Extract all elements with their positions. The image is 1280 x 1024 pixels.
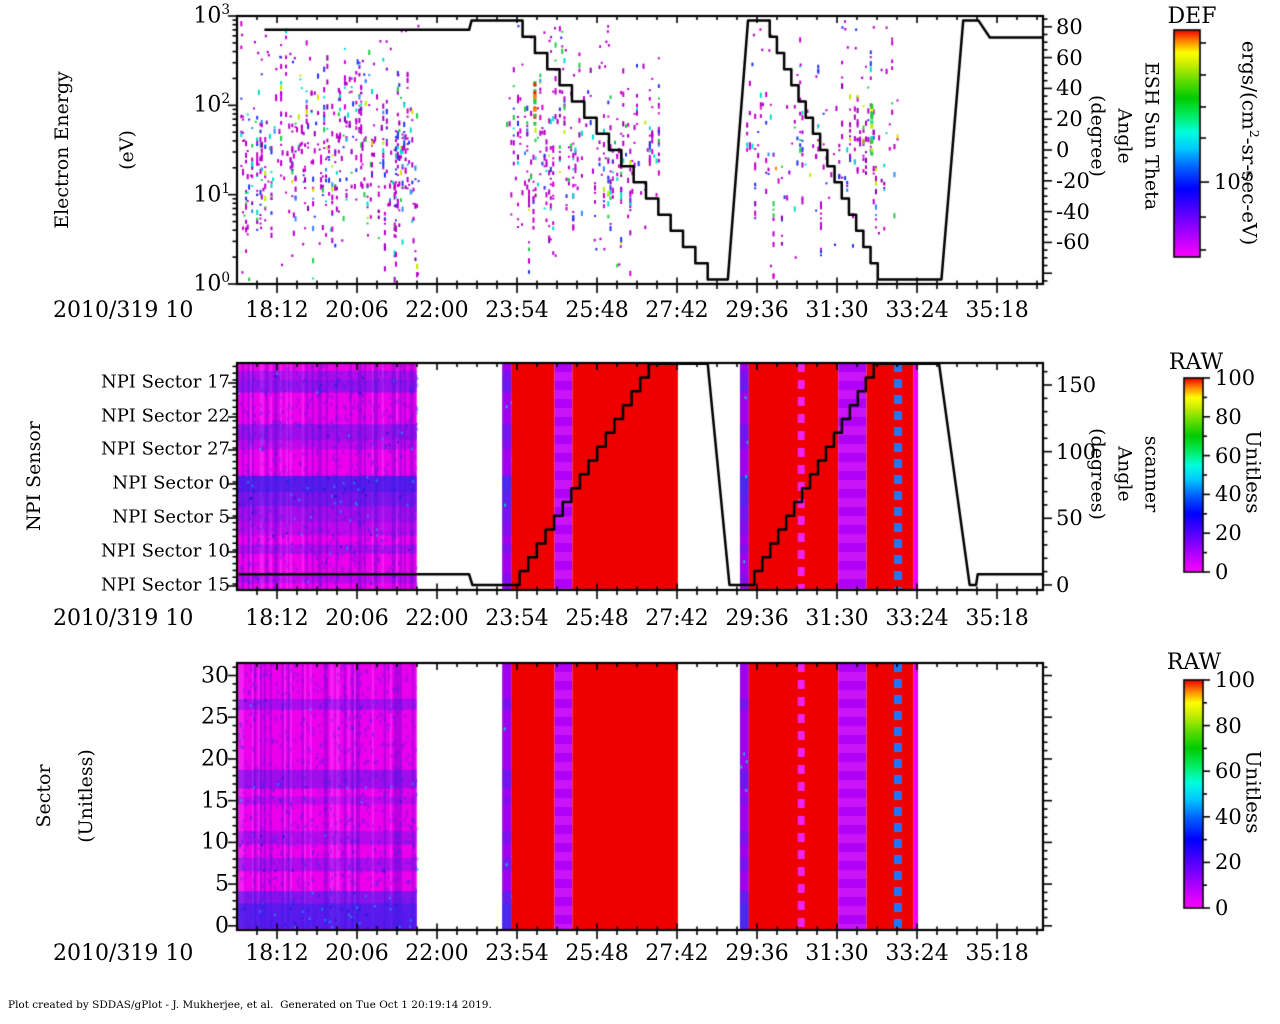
sector-raw-colorbar-tick-label: 60 (1215, 759, 1242, 784)
npi-sensor-raw-x-tick-label: 27:42 (645, 606, 709, 631)
npi-sensor-raw-x-tick-label: 25:48 (565, 606, 629, 631)
npi-sensor-raw-sector-label: NPI Sector 17 (100, 371, 230, 393)
npi-sensor-raw-x-tick-label: 31:30 (805, 606, 869, 631)
sector-raw-y-tick-label: 25 (201, 704, 229, 730)
electron-energy-spectrogram-x-tick-label: 29:36 (725, 298, 789, 323)
npi-sensor-raw-right-tick-label: 100 (1056, 439, 1097, 464)
electron-energy-spectrogram-x-tick-label: 25:48 (565, 298, 629, 323)
npi-sensor-raw-colorbar-tick-label: 40 (1215, 482, 1242, 507)
sector-raw-x-tick-label: 35:18 (965, 941, 1029, 966)
sector-raw-y-tick-label: 10 (201, 829, 229, 855)
sector-raw-x-tick-label: 20:06 (325, 941, 389, 966)
electron-energy-spectrogram-right-tick-label: 40 (1056, 76, 1083, 101)
npi-sensor-raw-x-tick-label: 22:00 (405, 606, 469, 631)
npi-sensor-raw-right-tick-label: 50 (1056, 506, 1083, 531)
sector-raw-x-tick-label: 29:36 (725, 941, 789, 966)
electron-energy-spectrogram-colorbar-unit-label: ergs/(cm2-sr-sec-eV) (1237, 40, 1263, 246)
electron-energy-spectrogram-y-tick-label: 102 (193, 91, 230, 118)
npi-sensor-raw-colorbar-tick-label: 20 (1215, 521, 1242, 546)
sector-raw-x-tick-label: 22:00 (405, 941, 469, 966)
npi-sensor-raw-x-tick-label: 35:18 (965, 606, 1029, 631)
npi-sensor-raw-colorbar-tick-label: 60 (1215, 443, 1242, 468)
npi-sensor-raw-x-tick-label: 18:12 (245, 606, 309, 631)
sector-raw-x-tick-label: 18:12 (245, 941, 309, 966)
electron-energy-spectrogram-y-tick-label: 101 (193, 180, 230, 208)
npi-sensor-raw-colorbar-title: RAW (1168, 350, 1224, 375)
npi-sensor-raw-colorbar-tick-label: 100 (1215, 365, 1256, 390)
sector-raw-left-axis-title: (Unitless) (75, 749, 98, 843)
electron-energy-spectrogram-right-tick-label: 80 (1056, 14, 1083, 39)
electron-energy-spectrogram-left-axis-title: (eV) (116, 130, 139, 170)
npi-sensor-raw-sector-label: NPI Sector 27 (100, 438, 230, 460)
electron-energy-spectrogram-right-tick-label: -20 (1056, 168, 1090, 193)
footer-credit: Plot created by SDDAS/gPlot - J. Mukherj… (8, 999, 492, 1011)
npi-sensor-raw-x-tick-label: 20:06 (325, 606, 389, 631)
sector-raw-colorbar-unit-label: Unitless (1241, 750, 1266, 834)
electron-energy-spectrogram-colorbar-title: DEF (1167, 4, 1217, 29)
sector-raw-x-tick-label: 27:42 (645, 941, 709, 966)
npi-sensor-raw-x-tick-label: 33:24 (885, 606, 949, 631)
sector-raw-y-tick-label: 15 (201, 788, 229, 814)
electron-energy-spectrogram-x-tick-label: 35:18 (965, 298, 1029, 323)
sector-raw-colorbar-tick-label: 0 (1215, 895, 1229, 920)
npi-sensor-raw-colorbar-tick-label: 80 (1215, 404, 1242, 429)
npi-sensor-raw-sector-label: NPI Sector 15 (100, 574, 230, 596)
electron-energy-spectrogram-right-tick-label: 0 (1056, 137, 1070, 162)
sector-raw-x-tick-label: 23:54 (485, 941, 549, 966)
sector-raw-y-tick-label: 30 (201, 662, 229, 688)
electron-energy-spectrogram-x-tick-label: 22:00 (405, 298, 469, 323)
sector-raw-left-axis-title: Sector (33, 764, 56, 828)
npi-sensor-raw-right-tick-label: 0 (1056, 572, 1070, 597)
npi-sensor-raw-sector-label: NPI Sector 5 (112, 506, 230, 528)
npi-sensor-raw-colorbar-tick-label: 0 (1215, 559, 1229, 584)
npi-sensor-raw-sector-label: NPI Sector 10 (100, 540, 230, 562)
sector-raw-y-tick-label: 20 (201, 746, 229, 772)
sector-raw-colorbar-tick-label: 100 (1215, 667, 1256, 692)
electron-energy-spectrogram-x-tick-label: 27:42 (645, 298, 709, 323)
electron-energy-spectrogram-x-tick-label: 31:30 (805, 298, 869, 323)
npi-sensor-raw-sector-label: NPI Sector 22 (100, 405, 230, 427)
sector-raw-colorbar-tick-label: 80 (1215, 713, 1242, 738)
electron-energy-spectrogram-date-label: 2010/319 10 (53, 298, 194, 323)
npi-sensor-raw-x-tick-label: 29:36 (725, 606, 789, 631)
sector-raw-y-tick-label: 0 (215, 913, 229, 939)
electron-energy-spectrogram-x-tick-label: 20:06 (325, 298, 389, 323)
sector-raw-x-tick-label: 31:30 (805, 941, 869, 966)
electron-energy-spectrogram-right-tick-label: 20 (1056, 107, 1083, 132)
electron-energy-spectrogram-right-axis-title: ESH Sun Theta Angle (degree) (1086, 61, 1163, 211)
sector-raw-colorbar-tick-label: 20 (1215, 850, 1242, 875)
electron-energy-spectrogram-right-tick-label: -40 (1056, 199, 1090, 224)
npi-sensor-raw-right-axis-title: scanner Angle (degrees) (1086, 428, 1163, 520)
sector-raw-date-label: 2010/319 10 (53, 941, 194, 966)
npi-sensor-raw-date-label: 2010/319 10 (53, 606, 194, 631)
npi-sensor-raw-left-axis-title: NPI Sensor (23, 421, 46, 531)
npi-sensor-raw-sector-label: NPI Sector 0 (112, 472, 230, 494)
sector-raw-y-tick-label: 5 (215, 871, 229, 897)
electron-energy-spectrogram-left-axis-title: Electron Energy (51, 71, 74, 229)
sector-raw-x-tick-label: 25:48 (565, 941, 629, 966)
electron-energy-spectrogram-colorbar-tick-label: 10-5 (1214, 170, 1254, 195)
sector-raw-colorbar-title: RAW (1166, 650, 1222, 675)
electron-energy-spectrogram-x-tick-label: 23:54 (485, 298, 549, 323)
npi-sensor-raw-x-tick-label: 23:54 (485, 606, 549, 631)
sector-raw-colorbar-tick-label: 40 (1215, 804, 1242, 829)
electron-energy-spectrogram-right-tick-label: 60 (1056, 45, 1083, 70)
electron-energy-spectrogram-x-tick-label: 33:24 (885, 298, 949, 323)
sector-raw-x-tick-label: 33:24 (885, 941, 949, 966)
electron-energy-spectrogram-y-tick-label: 103 (193, 2, 230, 29)
electron-energy-spectrogram-y-tick-label: 100 (193, 270, 230, 297)
npi-sensor-raw-right-tick-label: 150 (1056, 372, 1097, 397)
npi-sensor-raw-colorbar-unit-label: Unitless (1241, 430, 1266, 514)
electron-energy-spectrogram-x-tick-label: 18:12 (245, 298, 309, 323)
electron-energy-spectrogram-right-tick-label: -60 (1056, 230, 1090, 255)
